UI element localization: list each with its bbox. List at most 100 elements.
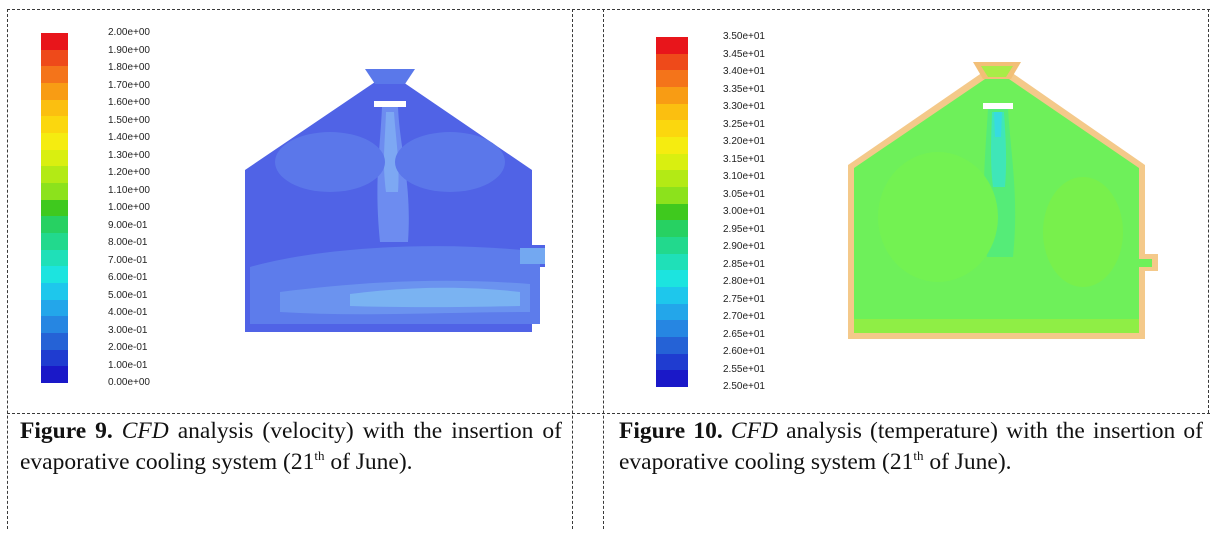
colorbar-band	[41, 333, 68, 350]
velocity-vent	[365, 69, 415, 84]
colorbar-band	[41, 149, 68, 167]
colorbar-label: 1.00e+00	[108, 202, 150, 213]
colorbar-band	[656, 53, 688, 71]
colorbar-band	[656, 303, 688, 321]
figure-9-tail: of June).	[330, 449, 413, 475]
figure-10-tail: of June).	[929, 449, 1012, 475]
temperature-contour-plot	[848, 62, 1158, 339]
colorbar-band	[41, 216, 68, 234]
colorbar-label: 1.90e+00	[108, 44, 150, 56]
colorbar-band	[656, 220, 688, 238]
colorbar-band	[656, 103, 688, 121]
colorbar-band	[656, 137, 688, 154]
colorbar-label: 2.80e+01	[723, 276, 765, 287]
colorbar-label: 2.90e+01	[723, 241, 765, 252]
colorbar-label: 1.30e+00	[108, 149, 150, 161]
colorbar-label: 8.00e-01	[108, 237, 148, 248]
colorbar-label: 2.75e+01	[723, 293, 765, 305]
velocity-contour-plot	[245, 69, 545, 332]
colorbar-label: 5.00e-01	[108, 289, 148, 301]
colorbar-band	[41, 183, 68, 200]
colorbar-label: 1.10e+00	[108, 184, 150, 196]
colorbar-band	[656, 70, 688, 88]
column-divider-left	[572, 9, 573, 529]
colorbar-band	[656, 320, 688, 338]
figure-10-label: Figure 10.	[619, 418, 723, 444]
colorbar-label: 2.65e+01	[723, 328, 765, 340]
colorbar-band	[41, 233, 68, 250]
colorbar-band	[656, 170, 688, 188]
colorbar-band	[41, 366, 68, 384]
colorbar-band	[656, 287, 688, 304]
colorbar-label: 2.70e+01	[723, 311, 765, 322]
colorbar-band	[656, 87, 688, 104]
temperature-fan	[983, 103, 1013, 109]
colorbar-band	[41, 266, 68, 284]
colorbar-band	[41, 299, 68, 317]
right-border	[1208, 9, 1209, 413]
temperature-panel: 3.50e+01 3.45e+01 3.40e+01 3.35e+01 3.30e+01…	[603, 0, 1208, 476]
colorbar-label: 3.50e+01	[723, 31, 765, 42]
colorbar-label: 0.00e+00	[108, 377, 150, 388]
velocity-colorbar-labels: 2.00e+00 1.90e+00 1.80e+00 1.70e+00 1.60e+00…	[108, 28, 188, 388]
column-divider-right	[603, 9, 604, 529]
colorbar-label: 1.00e-01	[108, 359, 148, 371]
colorbar-band	[41, 166, 68, 184]
figure-10-caption: Figure 10. CFD analysis (temperature) wi…	[619, 416, 1203, 478]
colorbar-label: 2.00e-01	[108, 342, 148, 353]
figure-9-caption: Figure 9. CFD analysis (velocity) with t…	[20, 416, 562, 478]
colorbar-band	[41, 99, 68, 117]
colorbar-label: 3.20e+01	[723, 136, 765, 147]
colorbar-label: 1.40e+00	[108, 132, 150, 143]
colorbar-band	[656, 370, 688, 388]
colorbar-band	[656, 120, 688, 138]
colorbar-band	[41, 349, 68, 367]
colorbar-label: 2.50e+01	[723, 381, 765, 392]
colorbar-label: 1.20e+00	[108, 167, 150, 178]
colorbar-band	[41, 199, 68, 217]
colorbar-label: 1.50e+00	[108, 114, 150, 126]
top-border	[7, 9, 1210, 10]
colorbar-band	[656, 203, 688, 221]
figure-9-sup: th	[314, 448, 325, 463]
colorbar-label: 3.10e+01	[723, 171, 765, 182]
colorbar-band	[41, 283, 68, 300]
colorbar-band	[656, 253, 688, 271]
colorbar-band	[656, 153, 688, 171]
temperature-colorbar-labels: 3.50e+01 3.45e+01 3.40e+01 3.35e+01 3.30e+01…	[723, 32, 803, 392]
left-border	[7, 9, 8, 529]
colorbar-label: 4.00e-01	[108, 307, 148, 318]
colorbar-label: 2.00e+00	[108, 27, 150, 38]
colorbar-label: 6.00e-01	[108, 272, 148, 283]
row-divider	[7, 413, 1210, 414]
colorbar-label: 3.00e+01	[723, 206, 765, 217]
colorbar-label: 3.45e+01	[723, 48, 765, 60]
colorbar-band	[656, 237, 688, 254]
colorbar-label: 3.05e+01	[723, 188, 765, 200]
colorbar-label: 3.40e+01	[723, 66, 765, 77]
colorbar-label: 1.70e+00	[108, 79, 150, 91]
colorbar-label: 7.00e-01	[108, 254, 148, 266]
figure-10-text: analysis (temperature) with the insertio…	[619, 418, 1204, 475]
velocity-colorbar	[41, 33, 68, 384]
colorbar-label: 2.60e+01	[723, 346, 765, 357]
colorbar-band	[656, 270, 688, 288]
figure-9-cfd: CFD	[121, 418, 169, 444]
colorbar-label: 2.95e+01	[723, 223, 765, 235]
temperature-colorbar	[656, 37, 688, 388]
colorbar-label: 1.80e+00	[108, 62, 150, 73]
colorbar-label: 1.60e+00	[108, 97, 150, 108]
colorbar-label: 3.00e-01	[108, 324, 148, 336]
colorbar-band	[656, 187, 688, 204]
colorbar-band	[41, 249, 68, 267]
colorbar-band	[41, 66, 68, 84]
colorbar-band	[656, 353, 688, 371]
figure-10-sup: th	[913, 448, 924, 463]
colorbar-band	[41, 49, 68, 67]
colorbar-band	[656, 37, 688, 54]
figure-9-text: analysis (velocity) with the insertion o…	[20, 418, 562, 475]
colorbar-band	[41, 33, 68, 50]
colorbar-label: 3.35e+01	[723, 83, 765, 95]
velocity-panel: 2.00e+00 1.90e+00 1.80e+00 1.70e+00 1.60e+00…	[7, 0, 572, 476]
colorbar-band	[656, 337, 688, 354]
